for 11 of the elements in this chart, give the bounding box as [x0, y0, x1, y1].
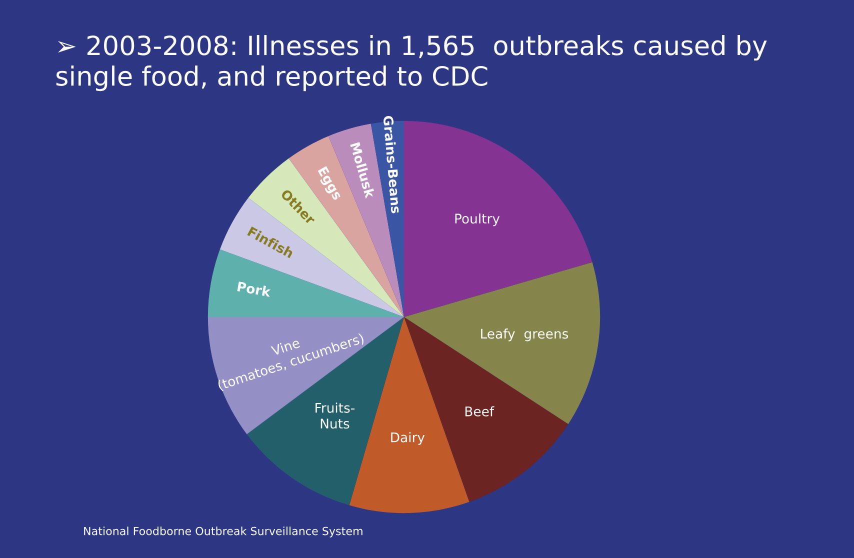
- text: National Foodborne Outbreak Surveillance System: [84, 526, 362, 538]
- slice-label: Dairy: [391, 432, 425, 445]
- slice-label: Poultry: [455, 213, 500, 226]
- chart-title: ➢ 2003-2008: Illnesses in 1,565 outbreaks caused by single food, and reported to CDC: [56, 35, 767, 92]
- slice-label: Pork: [237, 281, 272, 298]
- pie-slice: [404, 262, 600, 424]
- slice-label: Fruits- Nuts: [316, 402, 355, 429]
- slice-label: Grains-Beans: [383, 116, 402, 214]
- slice-label: Leafy greens: [481, 328, 568, 342]
- pie-slice: [404, 120, 592, 317]
- slice-label: Beef: [465, 406, 494, 416]
